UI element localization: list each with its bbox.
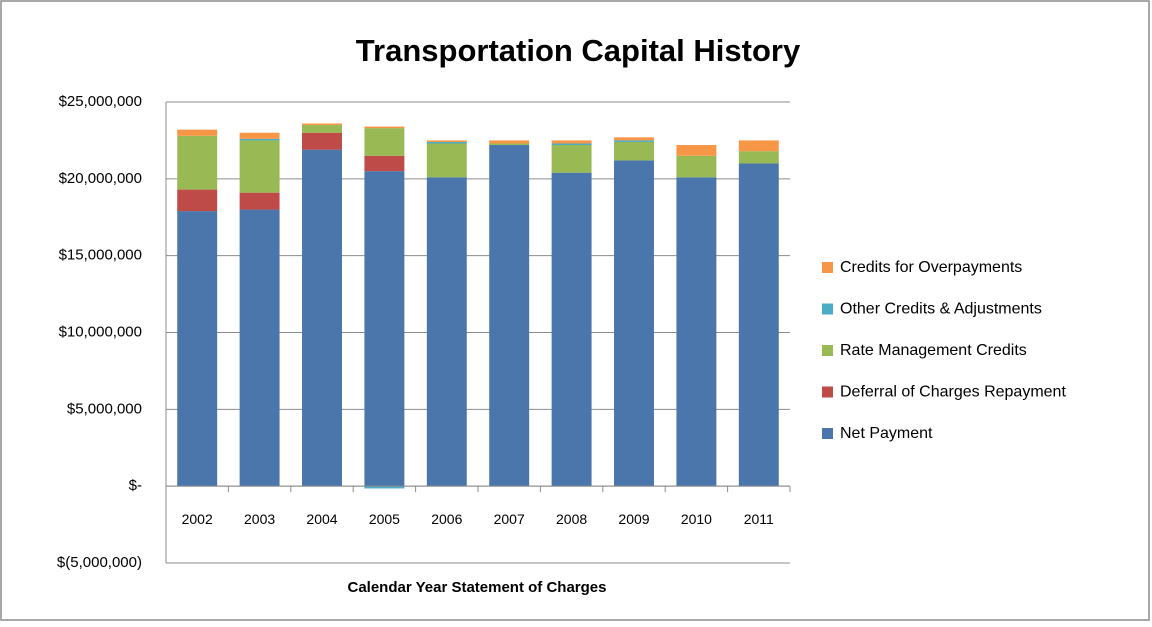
bar-segment xyxy=(302,132,342,150)
x-tick-label: 2004 xyxy=(306,511,337,527)
x-tick-label: 2011 xyxy=(744,511,774,527)
bar-segment xyxy=(177,189,218,212)
bar-segment xyxy=(426,141,467,144)
chart-title: Transportation Capital History xyxy=(356,33,801,68)
y-tick-label: $20,000,000 xyxy=(59,170,142,187)
bar-segment xyxy=(738,140,779,152)
y-tick-label: $(5,000,000) xyxy=(57,554,142,571)
x-tick-label: 2005 xyxy=(369,511,400,527)
bar-segment xyxy=(738,151,779,164)
bar-segment xyxy=(551,140,592,144)
bar-segment xyxy=(489,140,530,144)
legend-swatch xyxy=(822,386,833,398)
bar-segment xyxy=(614,141,654,161)
bar-segment xyxy=(614,160,654,487)
legend-swatch xyxy=(822,262,833,273)
bar-segment xyxy=(364,126,405,129)
bar-segment xyxy=(239,140,280,193)
bar-segment xyxy=(676,177,717,487)
bar-segment xyxy=(676,155,717,178)
bar-segment xyxy=(614,140,654,142)
bar-segment xyxy=(614,137,654,141)
legend-label: Rate Management Credits xyxy=(840,342,1027,359)
bar-segment xyxy=(364,486,405,489)
y-tick-label: $15,000,000 xyxy=(59,247,142,264)
bar-segment xyxy=(426,143,467,178)
legend-label: Credits for Overpayments xyxy=(840,259,1022,276)
x-tick-label: 2003 xyxy=(244,511,275,527)
bar-segment xyxy=(177,211,218,487)
bar-segment xyxy=(302,125,342,133)
bar-segment xyxy=(426,177,467,487)
bar-segment xyxy=(738,163,779,487)
bar-segment xyxy=(551,143,592,146)
bar-segment xyxy=(239,132,280,139)
legend-swatch xyxy=(822,428,833,439)
x-axis-title: Calendar Year Statement of Charges xyxy=(348,579,607,596)
y-tick-label: $- xyxy=(129,477,142,494)
bar-segment xyxy=(426,140,467,142)
legend-swatch xyxy=(822,345,833,356)
bar-segment xyxy=(177,129,218,136)
y-tick-label: $10,000,000 xyxy=(59,323,142,340)
bar-segment xyxy=(239,209,280,487)
bar-segment xyxy=(302,149,342,487)
bar-segment xyxy=(364,171,405,487)
bar-segment xyxy=(676,145,717,156)
x-tick-label: 2007 xyxy=(494,511,525,527)
bar-segment xyxy=(489,145,530,487)
bar-segment xyxy=(239,192,280,210)
bar-segment xyxy=(489,143,530,146)
bar-segment xyxy=(364,128,405,156)
legend-swatch xyxy=(822,303,833,315)
y-tick-label: $5,000,000 xyxy=(67,400,142,417)
x-tick-label: 2009 xyxy=(618,511,649,527)
bar-segment xyxy=(551,145,592,173)
legend-label: Other Credits & Adjustments xyxy=(840,301,1042,318)
bar-segment xyxy=(302,123,342,126)
x-tick-label: 2002 xyxy=(182,511,213,527)
legend-label: Net Payment xyxy=(840,425,933,442)
bar-segment xyxy=(177,135,218,190)
bar-segment xyxy=(364,155,405,172)
bar-segment xyxy=(551,172,592,487)
x-tick-label: 2006 xyxy=(431,511,462,527)
x-tick-label: 2010 xyxy=(681,511,712,527)
legend-label: Deferral of Charges Repayment xyxy=(840,384,1066,401)
x-tick-label: 2008 xyxy=(556,511,587,527)
bar-segment xyxy=(239,138,280,141)
y-tick-label: $25,000,000 xyxy=(59,93,142,110)
